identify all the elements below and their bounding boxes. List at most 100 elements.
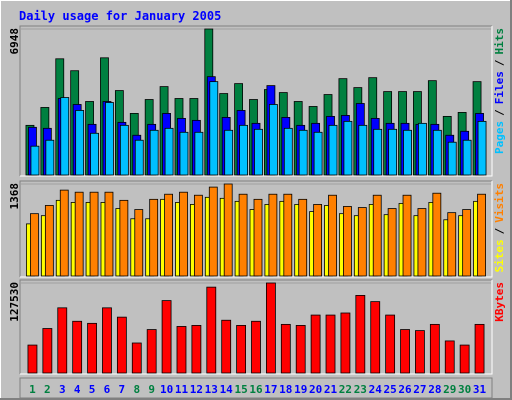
bar	[179, 191, 188, 277]
bar	[45, 139, 55, 176]
x-tick-label: 2	[44, 383, 51, 396]
x-tick-label: 31	[473, 383, 487, 396]
legend: Pages / Files / Hits	[493, 28, 506, 154]
bar	[75, 110, 85, 176]
bar	[429, 323, 440, 374]
bar	[179, 131, 189, 176]
x-tick-label: 18	[279, 383, 292, 396]
chart-title: Daily usage for January 2005	[19, 9, 221, 23]
legend-separator: /	[493, 227, 506, 234]
y-tick-label: 127530	[8, 282, 21, 322]
legend-entry: Files	[493, 71, 506, 104]
bar	[30, 145, 40, 176]
legend: KBytes	[493, 282, 506, 322]
bar	[268, 193, 278, 277]
label-frame	[19, 377, 493, 399]
bar	[340, 312, 351, 374]
bar	[119, 199, 129, 277]
bar	[266, 282, 276, 374]
bar	[208, 186, 218, 277]
panel-bevel	[20, 280, 493, 375]
bar	[402, 194, 412, 277]
x-tick-label: 23	[354, 383, 367, 396]
bar	[164, 127, 174, 176]
bar	[87, 322, 97, 374]
bar	[134, 209, 144, 277]
bar	[372, 194, 382, 277]
y-tick-label: 1368	[8, 183, 21, 210]
bar	[417, 208, 427, 277]
bar	[104, 191, 114, 277]
bar	[295, 325, 306, 374]
x-tick-label: 26	[398, 383, 412, 396]
x-tick-label: 20	[309, 383, 322, 396]
x-tick-label: 27	[413, 383, 426, 396]
x-tick-label: 17	[264, 383, 277, 396]
bar	[74, 191, 84, 277]
x-tick-label: 16	[249, 383, 263, 396]
bar	[328, 124, 338, 176]
bar	[149, 129, 159, 176]
bar	[357, 207, 367, 277]
bar	[206, 286, 217, 374]
bar	[373, 128, 383, 176]
panel-bevel	[19, 180, 492, 277]
panel-bevel	[20, 181, 493, 278]
bar	[116, 316, 127, 374]
panel-bevel	[20, 26, 493, 177]
x-tick-label: 14	[220, 383, 234, 396]
bar	[194, 131, 204, 176]
bar	[355, 295, 366, 374]
bar	[131, 342, 142, 374]
bar	[400, 329, 410, 374]
bar	[236, 325, 246, 374]
bar	[105, 102, 114, 176]
bar	[72, 320, 83, 374]
bar	[224, 129, 234, 176]
x-tick-label: 21	[324, 383, 338, 396]
legend-entry: Sites	[493, 239, 506, 272]
bar	[269, 104, 278, 176]
bar	[474, 323, 485, 374]
bar	[283, 127, 293, 176]
bar	[176, 326, 187, 374]
bar	[221, 319, 232, 374]
x-tick-label: 8	[133, 383, 140, 396]
x-tick-label: 4	[74, 383, 81, 396]
bar	[57, 307, 68, 374]
x-tick-label: 1	[29, 383, 36, 396]
y-tick-label: 6948	[8, 28, 21, 55]
bar	[477, 120, 487, 176]
bar	[119, 124, 129, 176]
bar	[415, 330, 425, 374]
bar	[370, 301, 381, 374]
bar	[387, 208, 397, 277]
bar	[223, 183, 233, 277]
x-tick-label: 12	[190, 383, 203, 396]
bar	[313, 131, 323, 176]
bar	[238, 193, 248, 277]
bar	[459, 344, 470, 374]
x-tick-label: 5	[89, 383, 96, 396]
legend-entry: Pages	[493, 121, 506, 154]
bar	[477, 193, 486, 277]
bar	[447, 141, 457, 176]
legend: Sites / Visits	[493, 183, 506, 273]
bar	[343, 120, 353, 176]
x-tick-label: 3	[59, 383, 66, 396]
bar	[432, 129, 442, 176]
x-tick-label: 28	[428, 383, 441, 396]
bar	[102, 307, 112, 374]
bar	[298, 198, 308, 277]
bar	[253, 198, 263, 277]
legend-separator: /	[493, 109, 506, 116]
bar	[42, 328, 53, 374]
x-tick-label: 24	[369, 383, 383, 396]
x-tick-label: 7	[119, 383, 126, 396]
bar	[209, 81, 219, 176]
bar	[283, 193, 293, 277]
bar	[30, 213, 39, 277]
bar	[462, 139, 472, 176]
legend-entry: Hits	[493, 28, 506, 55]
